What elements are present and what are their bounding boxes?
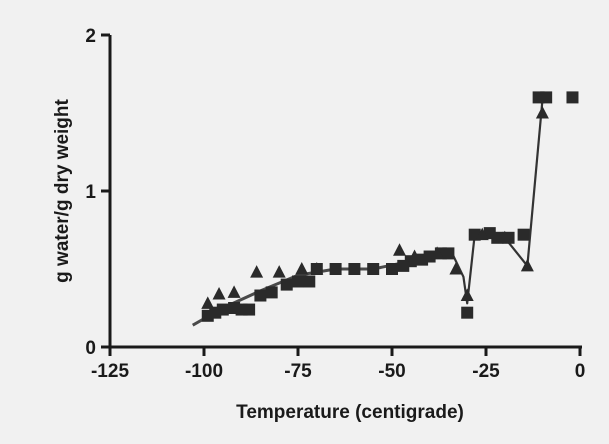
square-marker (461, 306, 474, 319)
square-marker (280, 278, 293, 291)
square-marker (243, 303, 256, 316)
x-tick-label: -100 (185, 361, 223, 382)
triangle-marker (430, 246, 444, 259)
square-marker (303, 275, 316, 288)
triangle-marker (498, 230, 512, 244)
x-tick-label: -125 (91, 361, 129, 382)
square-marker (254, 289, 267, 302)
square-marker (292, 275, 304, 288)
y-ticks: 0 1 2 (85, 26, 110, 359)
triangle-marker (393, 243, 407, 256)
triangle-marker (212, 286, 226, 300)
triangle-marker (250, 265, 264, 278)
x-tick-label: -25 (472, 361, 500, 382)
triangle-marker (449, 262, 463, 275)
y-axis-title: g water/g dry weight (52, 98, 73, 282)
triangle-marker (475, 227, 489, 241)
square-marker (386, 263, 398, 275)
square-marker (540, 91, 553, 104)
x-axis-title: Temperature (centigrade) (236, 402, 464, 423)
fit-line-group (191, 100, 544, 327)
x-tick-label: 0 (575, 361, 586, 382)
triangle-marker (460, 288, 474, 302)
square-marker (423, 250, 436, 263)
triangle-marker (227, 285, 241, 298)
triangle-marker (310, 262, 324, 275)
square-marker (442, 247, 455, 260)
x-tick-label: -75 (284, 361, 312, 382)
markers (201, 91, 579, 322)
square-marker (566, 91, 579, 104)
y-tick-label: 2 (85, 26, 96, 47)
triangle-marker (535, 106, 549, 119)
connector-line (451, 100, 544, 305)
x-ticks: -125 -100 -75 -50 -25 0 (91, 347, 585, 382)
axes (108, 35, 582, 349)
square-marker (348, 263, 361, 275)
square-marker (329, 263, 342, 275)
square-marker (216, 303, 229, 316)
y-tick-label: 0 (85, 338, 96, 359)
square-marker (367, 263, 380, 275)
triangle-marker (295, 262, 309, 275)
square-marker (265, 286, 278, 299)
triangle-marker (201, 296, 215, 309)
y-tick-label: 1 (85, 182, 96, 203)
x-tick-label: -50 (378, 361, 405, 382)
triangle-marker (408, 249, 422, 263)
square-marker (517, 228, 530, 241)
triangle-marker (520, 258, 534, 272)
triangle-marker (272, 265, 286, 278)
